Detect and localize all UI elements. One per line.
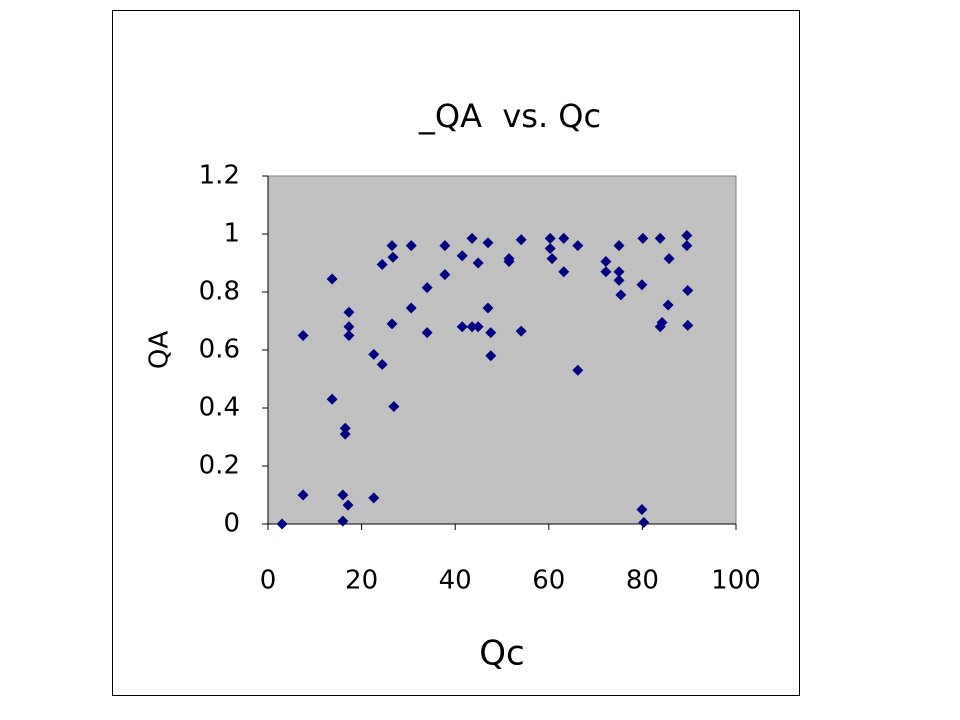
data-point bbox=[472, 257, 484, 269]
data-point bbox=[482, 302, 494, 314]
data-point bbox=[405, 302, 417, 314]
data-point bbox=[637, 232, 649, 244]
data-point bbox=[558, 232, 570, 244]
data-point bbox=[343, 330, 355, 341]
data-point bbox=[376, 258, 388, 270]
x-tick-label: 20 bbox=[345, 566, 378, 596]
data-point bbox=[439, 240, 451, 252]
data-point bbox=[387, 251, 399, 263]
data-point bbox=[515, 234, 527, 246]
data-point bbox=[682, 285, 694, 297]
data-point bbox=[558, 266, 570, 278]
data-point bbox=[339, 428, 351, 440]
data-point bbox=[421, 282, 433, 294]
data-point bbox=[485, 327, 497, 339]
data-point bbox=[376, 359, 388, 370]
data-point bbox=[386, 240, 398, 252]
y-tick-label: 0.4 bbox=[199, 393, 240, 423]
data-point bbox=[485, 350, 497, 362]
data-point bbox=[343, 321, 355, 333]
data-point bbox=[615, 289, 627, 301]
data-point bbox=[613, 274, 625, 286]
data-point bbox=[466, 321, 478, 333]
data-point bbox=[662, 299, 674, 311]
data-point bbox=[439, 269, 451, 281]
data-point bbox=[386, 318, 398, 330]
data-point bbox=[544, 243, 556, 254]
x-axis-label: Qc bbox=[479, 634, 524, 674]
data-point bbox=[368, 348, 380, 360]
data-point bbox=[339, 422, 351, 434]
chart-title: _QA vs. Qc bbox=[418, 97, 601, 135]
data-point bbox=[515, 325, 527, 337]
data-point bbox=[544, 232, 556, 244]
data-point bbox=[297, 489, 309, 501]
data-point bbox=[613, 240, 625, 252]
y-tick-label: 0.6 bbox=[199, 335, 240, 365]
y-tick-label: 1 bbox=[223, 219, 240, 249]
data-point bbox=[388, 401, 400, 413]
data-point bbox=[546, 253, 558, 265]
data-point bbox=[456, 321, 468, 333]
data-point bbox=[638, 517, 650, 529]
data-point bbox=[636, 504, 648, 515]
y-tick-label: 0 bbox=[223, 509, 240, 539]
x-tick-label: 60 bbox=[532, 566, 565, 596]
data-point bbox=[682, 319, 694, 331]
data-point bbox=[326, 393, 338, 405]
data-point bbox=[572, 364, 584, 376]
data-point bbox=[600, 256, 612, 268]
data-point bbox=[421, 327, 433, 339]
data-point bbox=[326, 273, 338, 285]
data-point bbox=[572, 240, 584, 252]
y-tick-label: 1.2 bbox=[199, 161, 240, 191]
plot-area bbox=[267, 175, 737, 525]
x-tick-label: 40 bbox=[439, 566, 472, 596]
y-tick-label: 0.2 bbox=[199, 451, 240, 481]
data-point bbox=[472, 321, 484, 333]
data-point bbox=[600, 266, 612, 278]
data-point bbox=[276, 518, 288, 530]
data-point bbox=[654, 232, 666, 244]
y-tick-label: 0.8 bbox=[199, 277, 240, 307]
data-point bbox=[656, 316, 668, 328]
data-point bbox=[297, 330, 309, 341]
data-point bbox=[342, 499, 354, 511]
data-point bbox=[368, 492, 380, 504]
x-tick-label: 100 bbox=[711, 566, 761, 596]
x-tick-label: 80 bbox=[626, 566, 659, 596]
data-point bbox=[503, 256, 515, 268]
y-axis-label: QA bbox=[145, 331, 175, 369]
data-point bbox=[681, 229, 693, 241]
data-point bbox=[456, 250, 468, 262]
data-point bbox=[405, 240, 417, 252]
data-point bbox=[636, 279, 648, 291]
data-point bbox=[337, 515, 349, 527]
data-point bbox=[663, 253, 675, 265]
data-point bbox=[613, 266, 625, 278]
data-point bbox=[466, 232, 478, 244]
data-point bbox=[343, 306, 355, 318]
x-tick-label: 0 bbox=[260, 566, 277, 596]
data-point bbox=[337, 489, 349, 501]
data-point bbox=[482, 237, 494, 249]
data-point bbox=[681, 240, 693, 252]
